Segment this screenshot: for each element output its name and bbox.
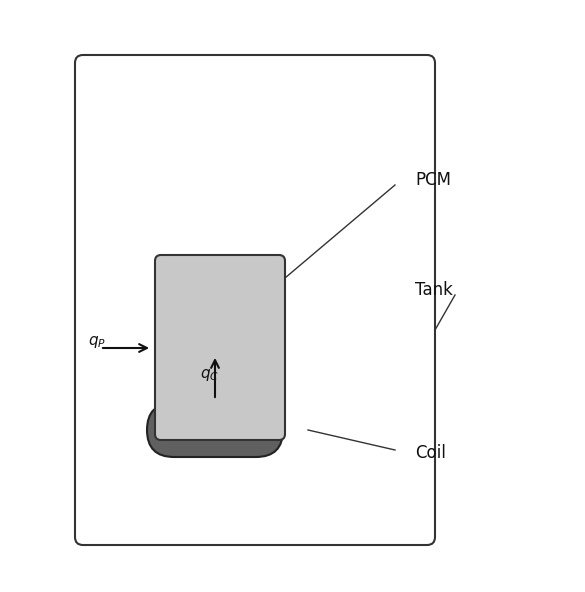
FancyBboxPatch shape (155, 255, 285, 440)
FancyBboxPatch shape (147, 403, 283, 457)
Text: $q_P$: $q_P$ (88, 334, 106, 350)
Text: $q_C$: $q_C$ (201, 367, 219, 383)
Text: Tank: Tank (415, 281, 453, 299)
Text: PCM: PCM (415, 171, 451, 189)
Text: Coil: Coil (415, 444, 446, 462)
FancyBboxPatch shape (75, 55, 435, 545)
